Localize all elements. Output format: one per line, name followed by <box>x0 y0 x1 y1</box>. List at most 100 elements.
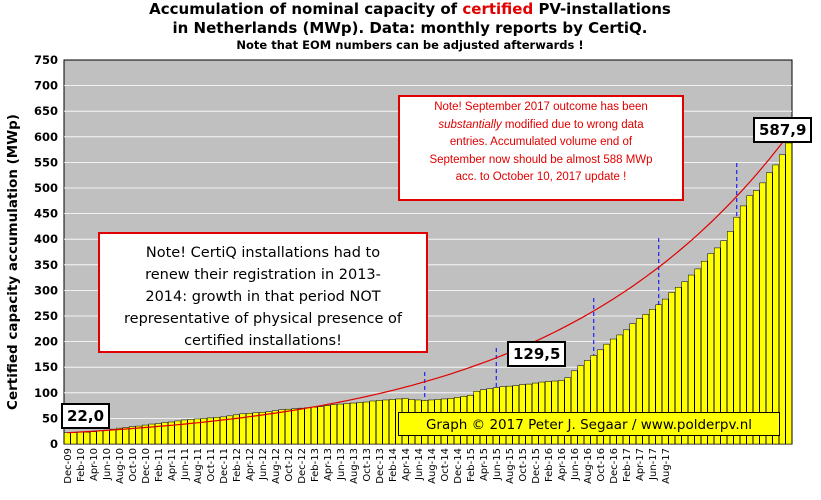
y-tick-label: 400 <box>34 232 58 246</box>
x-tick-label: Dec-16 <box>609 448 620 484</box>
bar <box>584 360 591 445</box>
bar <box>753 190 760 445</box>
x-tick-label: Jun-12 <box>258 448 269 481</box>
bar <box>70 432 77 445</box>
bar <box>272 410 279 445</box>
x-tick-label: Dec-15 <box>531 448 542 484</box>
y-tick-label: 150 <box>34 360 58 374</box>
black-note-box: Note! CertiQ installations had to renew … <box>98 232 428 353</box>
x-tick-label: Jun-11 <box>180 448 191 481</box>
x-tick-label: Oct-11 <box>206 448 217 482</box>
x-tick-label: Dec-13 <box>375 448 386 484</box>
x-tick-label: Apr-12 <box>245 448 256 481</box>
x-tick-label: Jun-17 <box>648 448 659 481</box>
chart-subtitle: Note that EOM numbers can be adjusted af… <box>236 38 584 52</box>
x-tick-label: Aug-12 <box>271 448 282 484</box>
y-tick-label: 450 <box>34 207 58 221</box>
bar <box>337 403 344 445</box>
x-tick-label: Dec-10 <box>141 448 152 484</box>
y-tick-label: 600 <box>34 130 58 144</box>
bar <box>733 216 740 445</box>
bar <box>655 304 662 445</box>
bar <box>681 281 688 445</box>
bar <box>369 400 376 445</box>
x-tick-label: Apr-13 <box>323 448 334 481</box>
bar <box>363 401 370 445</box>
bar <box>707 253 714 445</box>
x-tick-label: Oct-16 <box>596 448 607 482</box>
y-tick-label: 700 <box>34 79 58 93</box>
bar <box>649 309 656 445</box>
x-tick-label: Dec-09 <box>63 448 74 484</box>
bar <box>785 142 792 445</box>
bar <box>701 260 708 445</box>
bar <box>129 426 136 445</box>
bar <box>675 287 682 445</box>
bar <box>103 429 110 445</box>
bar <box>220 416 227 445</box>
x-tick-label: Aug-15 <box>505 448 516 484</box>
bar <box>330 404 337 445</box>
bar <box>200 418 207 445</box>
bar <box>168 421 175 445</box>
chart-title-line1: Accumulation of nominal capacity of cert… <box>149 0 671 18</box>
bar <box>233 414 240 445</box>
bar <box>252 412 259 445</box>
x-tick-label: Feb-17 <box>622 448 633 482</box>
x-tick-label: Jun-16 <box>570 448 581 481</box>
y-tick-label: 100 <box>34 386 58 400</box>
bar <box>324 405 331 445</box>
y-tick-label: 350 <box>34 258 58 272</box>
bar <box>571 370 578 445</box>
x-tick-label: Feb-11 <box>154 448 165 482</box>
x-tick-label: Jun-15 <box>492 448 503 481</box>
x-tick-label: Feb-13 <box>310 448 321 482</box>
bar <box>116 427 123 445</box>
x-tick-label: Dec-14 <box>453 448 464 484</box>
bar <box>356 402 363 445</box>
bar <box>350 402 357 445</box>
bar <box>194 418 201 445</box>
y-axis-label: Certified capacity accumulation (MWp) <box>5 114 21 410</box>
x-tick-label: Aug-16 <box>583 448 594 484</box>
bar <box>603 343 610 445</box>
bar <box>662 298 669 445</box>
bar <box>77 431 84 445</box>
bar <box>317 406 324 445</box>
bar <box>779 154 786 445</box>
y-tick-label: 200 <box>34 335 58 349</box>
x-tick-label: Jun-10 <box>102 448 113 481</box>
x-tick-label: Apr-11 <box>167 448 178 481</box>
bar <box>226 415 233 445</box>
x-tick-label: Dec-11 <box>219 448 230 484</box>
bar <box>668 292 675 445</box>
bar <box>135 425 142 445</box>
bar <box>64 432 71 445</box>
bar <box>187 419 194 445</box>
x-tick-label: Apr-10 <box>89 448 100 481</box>
bar <box>766 172 773 445</box>
bar <box>298 407 305 445</box>
bar <box>597 349 604 445</box>
value-label-mid: 129,5 <box>507 341 567 367</box>
bar <box>213 417 220 445</box>
bar <box>265 411 272 445</box>
bar <box>714 247 721 445</box>
x-tick-label: Oct-14 <box>440 448 451 482</box>
bar <box>389 399 396 445</box>
bar <box>278 409 285 445</box>
chart-title-line2: in Netherlands (MWp). Data: monthly repo… <box>172 19 648 37</box>
x-tick-label: Oct-13 <box>362 448 373 482</box>
bar <box>83 431 90 445</box>
x-tick-label: Apr-14 <box>401 448 412 481</box>
x-tick-label: Aug-11 <box>193 448 204 484</box>
bar <box>181 419 188 445</box>
bar <box>382 399 389 445</box>
y-tick-label: 500 <box>34 181 58 195</box>
y-tick-label: 550 <box>34 155 58 169</box>
x-tick-label: Oct-12 <box>284 448 295 482</box>
bar <box>246 413 253 445</box>
bar <box>304 407 311 445</box>
x-tick-label: Feb-10 <box>76 448 87 482</box>
y-tick-label: 650 <box>34 104 58 118</box>
